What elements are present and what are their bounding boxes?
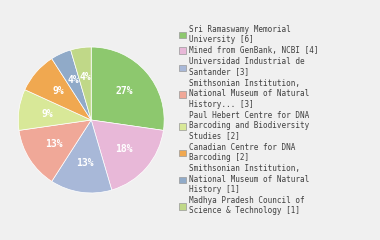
Wedge shape	[91, 120, 163, 190]
Wedge shape	[52, 120, 112, 193]
Legend: Sri Ramaswamy Memorial
University [6], Mined from GenBank, NCBI [4], Universidad: Sri Ramaswamy Memorial University [6], M…	[176, 21, 322, 219]
Text: 18%: 18%	[116, 144, 133, 154]
Wedge shape	[25, 59, 91, 120]
Text: 13%: 13%	[46, 139, 63, 149]
Wedge shape	[18, 90, 91, 130]
Text: 4%: 4%	[67, 75, 79, 85]
Text: 9%: 9%	[42, 109, 54, 119]
Wedge shape	[52, 50, 91, 120]
Wedge shape	[19, 120, 91, 181]
Wedge shape	[71, 47, 91, 120]
Wedge shape	[91, 47, 164, 130]
Text: 27%: 27%	[116, 86, 133, 96]
Text: 9%: 9%	[52, 86, 64, 96]
Text: 13%: 13%	[76, 158, 94, 168]
Text: 4%: 4%	[79, 72, 91, 82]
